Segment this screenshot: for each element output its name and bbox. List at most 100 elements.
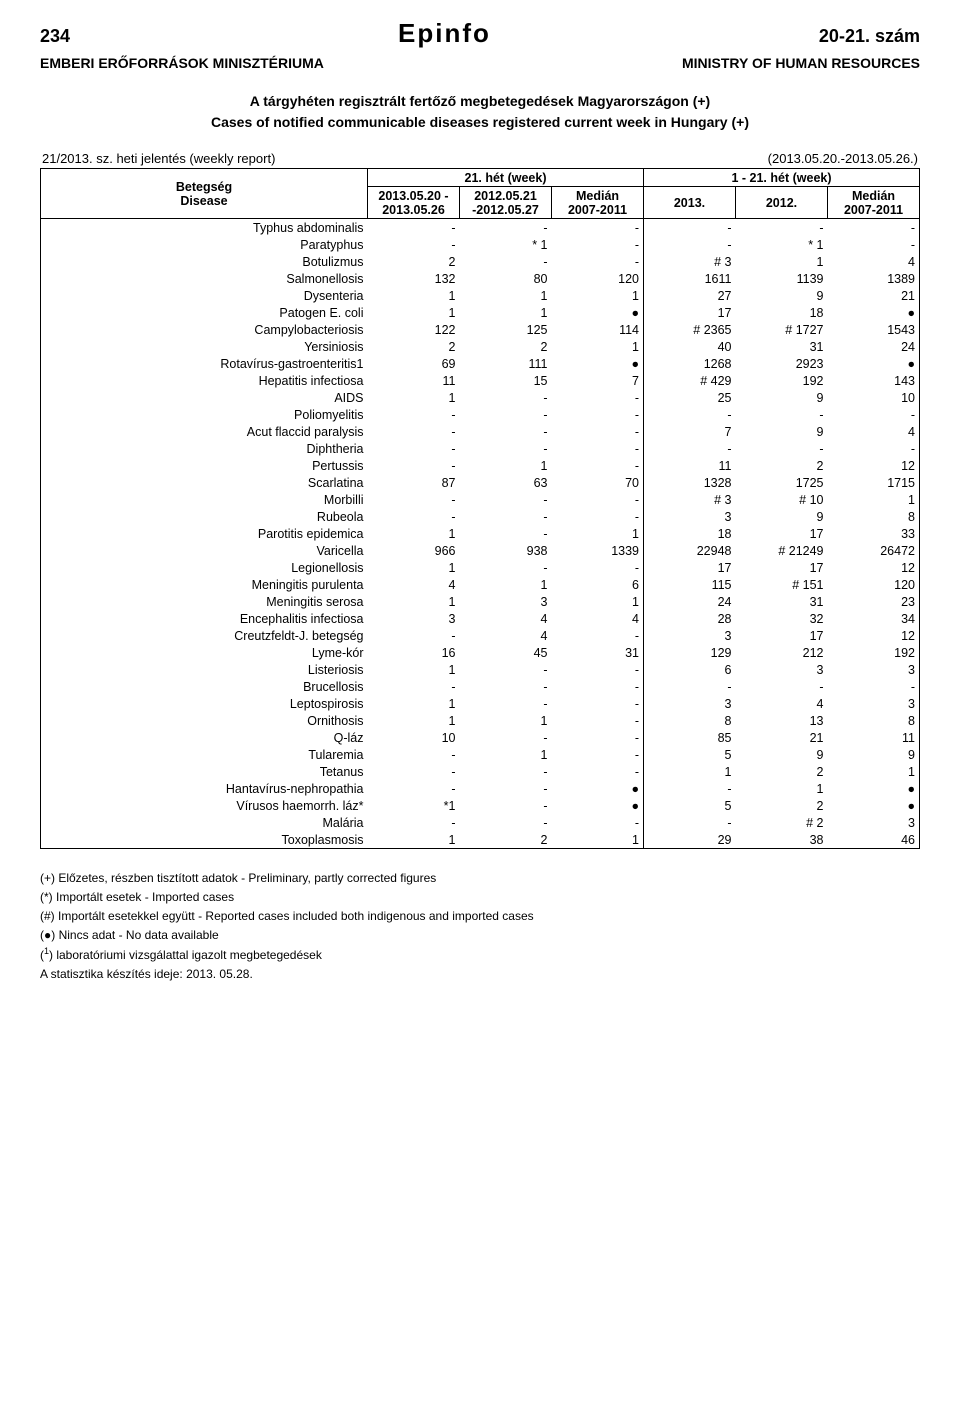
disease-name: Hepatitis infectiosa bbox=[41, 372, 368, 389]
cell: 4 bbox=[368, 576, 460, 593]
cell: 29 bbox=[644, 831, 736, 849]
cell: - bbox=[460, 219, 552, 237]
cell: 3 bbox=[828, 814, 920, 831]
cell: # 10 bbox=[736, 491, 828, 508]
cell: - bbox=[460, 695, 552, 712]
cell: - bbox=[460, 253, 552, 270]
disease-name: Acut flaccid paralysis bbox=[41, 423, 368, 440]
cell: 38 bbox=[736, 831, 828, 849]
table-row: Botulizmus2--# 314 bbox=[41, 253, 920, 270]
cell: # 2365 bbox=[644, 321, 736, 338]
cell: 2 bbox=[736, 763, 828, 780]
cell: - bbox=[460, 491, 552, 508]
cell: - bbox=[644, 814, 736, 831]
cell: 17 bbox=[736, 627, 828, 644]
cell: 192 bbox=[736, 372, 828, 389]
cell: - bbox=[552, 763, 644, 780]
cell: - bbox=[828, 406, 920, 423]
cell: 1 bbox=[828, 763, 920, 780]
cell: 1 bbox=[460, 712, 552, 729]
cell: - bbox=[460, 525, 552, 542]
cell: 2 bbox=[368, 338, 460, 355]
cell: - bbox=[644, 780, 736, 797]
page-number: 234 bbox=[40, 26, 70, 47]
report-line: 21/2013. sz. heti jelentés (weekly repor… bbox=[40, 151, 920, 166]
cell: ● bbox=[828, 780, 920, 797]
cell: - bbox=[460, 440, 552, 457]
cell: - bbox=[460, 661, 552, 678]
cell: 1 bbox=[552, 338, 644, 355]
cell: 22948 bbox=[644, 542, 736, 559]
cell: 24 bbox=[828, 338, 920, 355]
cell: 32 bbox=[736, 610, 828, 627]
cell: 4 bbox=[828, 253, 920, 270]
org-hu: EMBERI ERŐFORRÁSOK MINISZTÉRIUMA bbox=[40, 55, 324, 71]
cell: 1 bbox=[552, 287, 644, 304]
th-col5: 2012. bbox=[736, 187, 828, 219]
cell: 17 bbox=[644, 304, 736, 321]
cell: ● bbox=[828, 304, 920, 321]
logo: Epinfo bbox=[398, 18, 491, 49]
cell: - bbox=[552, 814, 644, 831]
data-table: Betegség Disease 21. hét (week) 1 - 21. … bbox=[40, 168, 920, 849]
cell: 24 bbox=[644, 593, 736, 610]
disease-name: Morbilli bbox=[41, 491, 368, 508]
th-disease: Betegség Disease bbox=[41, 169, 368, 219]
cell: - bbox=[368, 236, 460, 253]
table-row: Q-láz10--852111 bbox=[41, 729, 920, 746]
cell: - bbox=[460, 797, 552, 814]
cell: 9 bbox=[736, 746, 828, 763]
table-row: Paratyphus-* 1--* 1- bbox=[41, 236, 920, 253]
footnote-5: (1) laboratóriumi vizsgálattal igazolt m… bbox=[40, 945, 920, 964]
cell: - bbox=[644, 236, 736, 253]
cell: 3 bbox=[368, 610, 460, 627]
cell: 10 bbox=[828, 389, 920, 406]
table-row: Rotavírus-gastroenteritis169111●12682923… bbox=[41, 355, 920, 372]
disease-name: Parotitis epidemica bbox=[41, 525, 368, 542]
cell: 3 bbox=[644, 695, 736, 712]
cell: - bbox=[368, 814, 460, 831]
disease-name: Leptospirosis bbox=[41, 695, 368, 712]
cell: ● bbox=[552, 304, 644, 321]
cell: 3 bbox=[828, 661, 920, 678]
cell: 1611 bbox=[644, 270, 736, 287]
footnotes: (+) Előzetes, részben tisztított adatok … bbox=[40, 869, 920, 983]
disease-name: Lyme-kór bbox=[41, 644, 368, 661]
cell: ● bbox=[828, 797, 920, 814]
report-left: 21/2013. sz. heti jelentés (weekly repor… bbox=[42, 151, 275, 166]
cell: 12 bbox=[828, 559, 920, 576]
cell: 6 bbox=[644, 661, 736, 678]
cell: - bbox=[644, 219, 736, 237]
cell: 1 bbox=[368, 661, 460, 678]
cell: 1 bbox=[460, 576, 552, 593]
cell: 1 bbox=[552, 525, 644, 542]
cell: # 151 bbox=[736, 576, 828, 593]
cell: 4 bbox=[736, 695, 828, 712]
cell: - bbox=[552, 559, 644, 576]
cell: - bbox=[828, 219, 920, 237]
cell: 1268 bbox=[644, 355, 736, 372]
cell: - bbox=[552, 695, 644, 712]
table-row: Encephalitis infectiosa344283234 bbox=[41, 610, 920, 627]
table-row: Hepatitis infectiosa11157# 429192143 bbox=[41, 372, 920, 389]
cell: 17 bbox=[644, 559, 736, 576]
cell: 1 bbox=[368, 304, 460, 321]
cell: - bbox=[552, 389, 644, 406]
cell: 1543 bbox=[828, 321, 920, 338]
cell: 31 bbox=[736, 338, 828, 355]
cell: 26472 bbox=[828, 542, 920, 559]
table-row: Leptospirosis1--343 bbox=[41, 695, 920, 712]
disease-name: Pertussis bbox=[41, 457, 368, 474]
disease-name: Rubeola bbox=[41, 508, 368, 525]
cell: 1 bbox=[552, 831, 644, 849]
cell: - bbox=[368, 423, 460, 440]
footnote-6: A statisztika készítés ideje: 2013. 05.2… bbox=[40, 965, 920, 983]
disease-name: Paratyphus bbox=[41, 236, 368, 253]
disease-name: Dysenteria bbox=[41, 287, 368, 304]
cell: - bbox=[736, 219, 828, 237]
cell: - bbox=[552, 406, 644, 423]
cell: - bbox=[552, 440, 644, 457]
cell: 80 bbox=[460, 270, 552, 287]
th-col3: Medián 2007-2011 bbox=[552, 187, 644, 219]
cell: - bbox=[368, 508, 460, 525]
